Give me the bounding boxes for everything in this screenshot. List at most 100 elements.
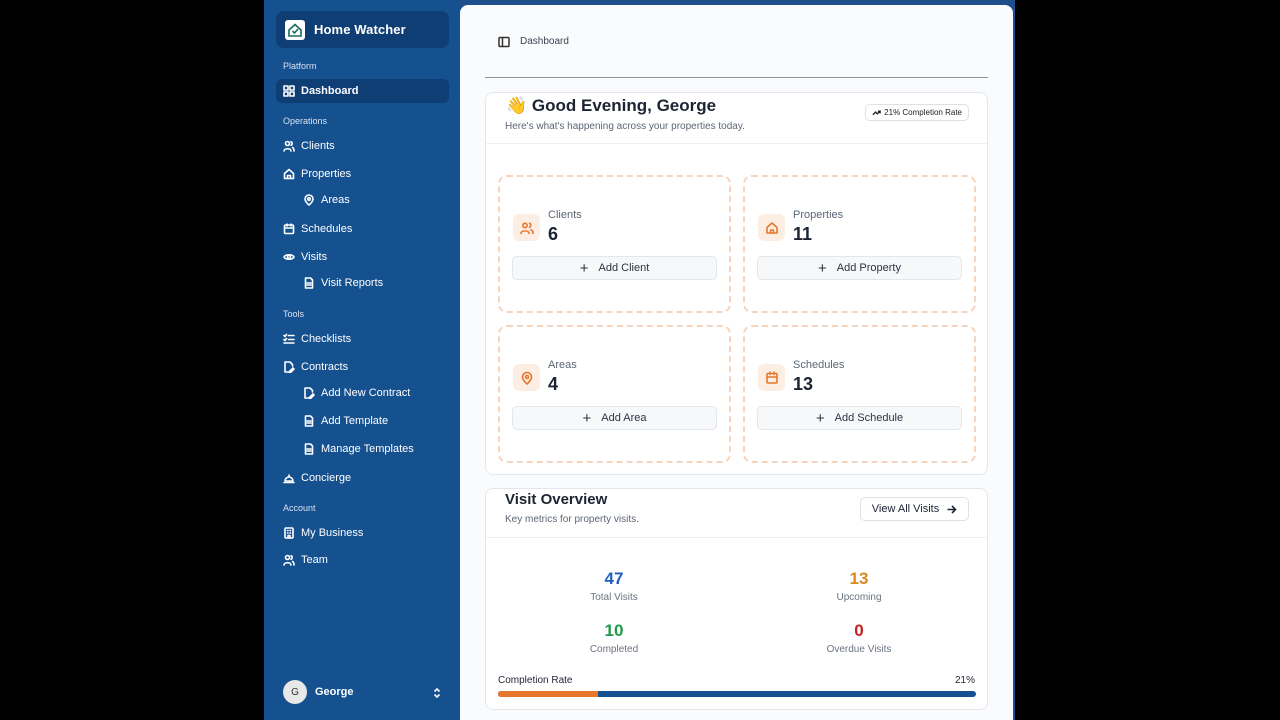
stat-value: 11 bbox=[793, 224, 813, 244]
sidebar-item-manage-templates[interactable]: Manage Templates bbox=[296, 437, 449, 461]
sidebar-item-label: Manage Templates bbox=[321, 443, 414, 455]
sidebar-item-contracts[interactable]: Contracts bbox=[276, 355, 449, 379]
metric-value: 10 bbox=[604, 621, 624, 640]
file-edit-icon bbox=[283, 361, 295, 373]
completion-rate-badge: 21% Completion Rate bbox=[865, 104, 969, 121]
completion-progress-fill bbox=[498, 691, 599, 697]
sidebar-item-dashboard[interactable]: Dashboard bbox=[276, 79, 449, 103]
sidebar-item-label: Clients bbox=[301, 140, 335, 152]
calendar-icon bbox=[758, 364, 785, 391]
stat-label: Clients bbox=[548, 209, 582, 221]
metric-label: Completed bbox=[589, 644, 639, 655]
home-icon bbox=[758, 214, 785, 241]
sidebar-toggle-icon[interactable] bbox=[498, 35, 510, 48]
main-content: Dashboard 👋 Good Evening, George Here's … bbox=[460, 5, 1013, 720]
sidebar-item-add-template[interactable]: Add Template bbox=[296, 409, 449, 433]
sidebar-item-label: Checklists bbox=[301, 333, 352, 345]
metric-upcoming: 13 Upcoming bbox=[759, 569, 959, 603]
button-label: View All Visits bbox=[871, 503, 940, 515]
brand[interactable]: Home Watcher bbox=[276, 11, 449, 48]
sidebar-item-visits[interactable]: Visits bbox=[276, 245, 449, 269]
metric-value: 13 bbox=[849, 569, 869, 588]
plus-icon: + bbox=[579, 259, 589, 277]
welcome-card: 👋 Good Evening, George Here's what's hap… bbox=[485, 92, 988, 475]
sidebar-item-checklists[interactable]: Checklists bbox=[276, 327, 449, 351]
eye-icon bbox=[283, 251, 295, 263]
top-bar: Dashboard bbox=[485, 5, 988, 78]
user-menu[interactable]: G George bbox=[276, 678, 449, 706]
completion-rate-label: Completion Rate bbox=[498, 675, 573, 686]
stat-card-schedules: Schedules 13 + Add Schedule bbox=[743, 325, 976, 463]
sidebar-item-label: Visits bbox=[301, 251, 328, 263]
stat-card-clients: Clients 6 + Add Client bbox=[498, 175, 731, 313]
add-schedule-button[interactable]: + Add Schedule bbox=[757, 406, 962, 430]
sidebar-item-team[interactable]: Team bbox=[276, 548, 449, 572]
metric-label: Total Visits bbox=[590, 592, 638, 603]
map-pin-icon bbox=[303, 194, 315, 206]
home-icon bbox=[283, 168, 295, 180]
plus-icon: + bbox=[582, 409, 592, 427]
map-pin-icon bbox=[513, 364, 540, 391]
greeting-title: 👋 Good Evening, George bbox=[506, 96, 716, 116]
add-property-button[interactable]: + Add Property bbox=[757, 256, 962, 280]
sidebar-item-concierge[interactable]: Concierge bbox=[276, 466, 449, 490]
sidebar-item-properties[interactable]: Properties bbox=[276, 162, 449, 186]
sidebar-item-my-business[interactable]: My Business bbox=[276, 521, 449, 545]
add-client-button[interactable]: + Add Client bbox=[512, 256, 717, 280]
sidebar-item-areas[interactable]: Areas bbox=[296, 188, 449, 212]
users-icon bbox=[283, 140, 295, 152]
stat-card-areas: Areas 4 + Add Area bbox=[498, 325, 731, 463]
plus-icon: + bbox=[818, 259, 827, 277]
sidebar-item-label: Contracts bbox=[301, 361, 349, 373]
stat-label: Areas bbox=[548, 359, 577, 371]
divider bbox=[486, 537, 987, 538]
visit-overview-card: Visit Overview Key metrics for property … bbox=[485, 488, 988, 710]
stat-value: 6 bbox=[548, 224, 559, 244]
plus-icon: + bbox=[815, 409, 825, 427]
button-label: Add Area bbox=[601, 412, 647, 424]
metric-overdue-visits: 0 Overdue Visits bbox=[759, 621, 959, 655]
avatar: G bbox=[283, 680, 307, 704]
metric-completed: 10 Completed bbox=[514, 621, 714, 655]
grid-icon bbox=[283, 85, 295, 97]
metric-total-visits: 47 Total Visits bbox=[514, 569, 714, 603]
file-edit-icon bbox=[303, 387, 315, 399]
user-name: George bbox=[315, 686, 354, 698]
visit-overview-subtitle: Key metrics for property visits. bbox=[505, 514, 639, 525]
file-text-icon bbox=[303, 443, 315, 455]
completion-progress-bar bbox=[498, 691, 976, 697]
sidebar-item-label: Properties bbox=[301, 168, 352, 180]
file-text-icon bbox=[303, 277, 315, 289]
sidebar-item-visit-reports[interactable]: Visit Reports bbox=[296, 271, 449, 295]
wave-emoji: 👋 bbox=[506, 96, 528, 115]
section-label-operations: Operations bbox=[283, 116, 328, 126]
sidebar-item-label: Visit Reports bbox=[321, 277, 384, 289]
home-logo-icon bbox=[285, 19, 305, 40]
add-area-button[interactable]: + Add Area bbox=[512, 406, 717, 430]
metric-value: 0 bbox=[854, 621, 864, 640]
sidebar-item-label: My Business bbox=[301, 527, 364, 539]
section-label-platform: Platform bbox=[283, 61, 317, 71]
button-label: Add Client bbox=[598, 262, 650, 274]
completion-rate-value: 21% bbox=[954, 675, 975, 686]
sidebar-item-clients[interactable]: Clients bbox=[276, 134, 449, 158]
app-frame: Home Watcher Platform Dashboard Operatio… bbox=[264, 0, 1015, 720]
greeting-text: Good Evening, George bbox=[531, 96, 717, 115]
sidebar-item-add-new-contract[interactable]: Add New Contract bbox=[296, 381, 449, 405]
section-label-account: Account bbox=[283, 503, 316, 513]
section-label-tools: Tools bbox=[283, 309, 305, 319]
sidebar: Home Watcher Platform Dashboard Operatio… bbox=[264, 0, 460, 720]
building-icon bbox=[283, 527, 295, 539]
stat-value: 4 bbox=[548, 374, 559, 394]
button-label: Add Schedule bbox=[834, 412, 904, 424]
metric-label: Overdue Visits bbox=[826, 644, 892, 655]
app-name: Home Watcher bbox=[314, 22, 406, 37]
button-label: Add Property bbox=[836, 262, 901, 274]
sidebar-item-label: Team bbox=[301, 554, 328, 566]
sidebar-item-schedules[interactable]: Schedules bbox=[276, 217, 449, 241]
view-all-visits-button[interactable]: View All Visits bbox=[860, 497, 969, 521]
greeting-subtitle: Here's what's happening across your prop… bbox=[505, 121, 745, 132]
trending-up-icon bbox=[872, 110, 881, 116]
sidebar-item-label: Concierge bbox=[301, 472, 352, 484]
file-text-icon bbox=[303, 415, 315, 427]
